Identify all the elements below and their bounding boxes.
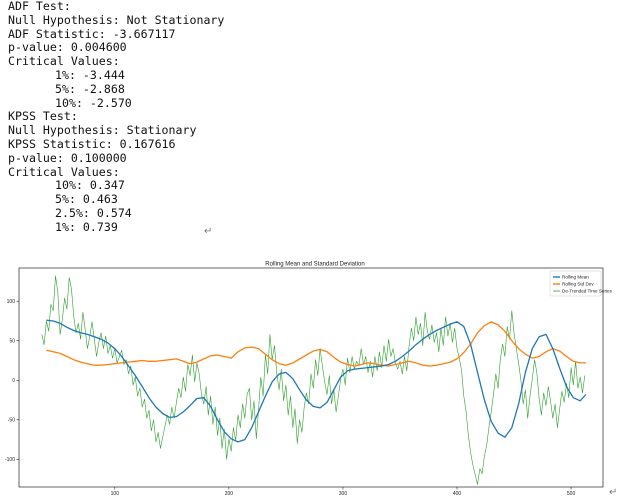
rolling-stats-chart: Rolling Mean and Standard Deviation 100 2…: [5, 262, 613, 498]
chart-title: Rolling Mean and Standard Deviation: [265, 262, 364, 268]
series-line-de-trended-time-series: [41, 275, 586, 485]
adf-critical-value: 10%: -2.570: [55, 95, 132, 110]
x-tick-label: 400: [453, 491, 462, 497]
adf-null-hypothesis: Null Hypothesis: Not Stationary: [8, 12, 225, 27]
x-tick-label: 100: [111, 491, 120, 497]
return-arrow-icon: ↵: [609, 487, 618, 498]
kpss-critical-value: 10%: 0.347: [55, 178, 125, 193]
adf-test-title: ADF Test:: [8, 0, 71, 13]
kpss-null-hypothesis: Null Hypothesis: Stationary: [8, 123, 197, 138]
adf-critical-value: 1%: -3.444: [55, 67, 125, 82]
kpss-test-title: KPSS Test:: [8, 109, 78, 124]
adf-critical-values-heading: Critical Values:: [8, 54, 120, 69]
kpss-critical-values-heading: Critical Values:: [8, 164, 120, 179]
legend-label-rolling-std-dev: Rolling Std Dev: [562, 282, 594, 287]
series-line-rolling-std-dev: [46, 321, 586, 367]
adf-p-value: p-value: 0.004600: [8, 40, 127, 55]
legend-label-de-trended-time-series: De-Trended Time Series: [562, 289, 613, 294]
return-arrow-icon: ↵: [204, 226, 213, 237]
kpss-critical-value: 2.5%: 0.574: [55, 205, 132, 220]
x-tick-label: 200: [225, 491, 234, 497]
legend-label-rolling-mean: Rolling Mean: [562, 275, 589, 280]
kpss-critical-value: 5%: 0.463: [55, 192, 118, 207]
series-line-rolling-mean: [46, 319, 587, 443]
y-tick-label: 0: [12, 378, 15, 384]
legend-box: [549, 270, 602, 297]
plot-frame: [18, 267, 604, 488]
x-tick-label: 300: [339, 491, 348, 497]
kpss-statistic: KPSS Statistic: 0.167616: [8, 136, 176, 151]
adf-critical-value: 5%: -2.868: [55, 81, 125, 96]
y-tick-label: -50: [8, 417, 15, 423]
kpss-critical-value: 1%: 0.739: [55, 219, 118, 234]
adf-statistic: ADF Statistic: -3.667117: [8, 26, 176, 41]
kpss-p-value: p-value: 0.100000: [8, 150, 127, 165]
y-tick-label: -100: [5, 457, 15, 463]
y-tick-label: 50: [9, 338, 15, 344]
x-tick-label: 500: [567, 491, 576, 497]
y-tick-label: 100: [7, 299, 16, 305]
console-output: ADF Test: Null Hypothesis: Not Stationar…: [8, 0, 224, 235]
